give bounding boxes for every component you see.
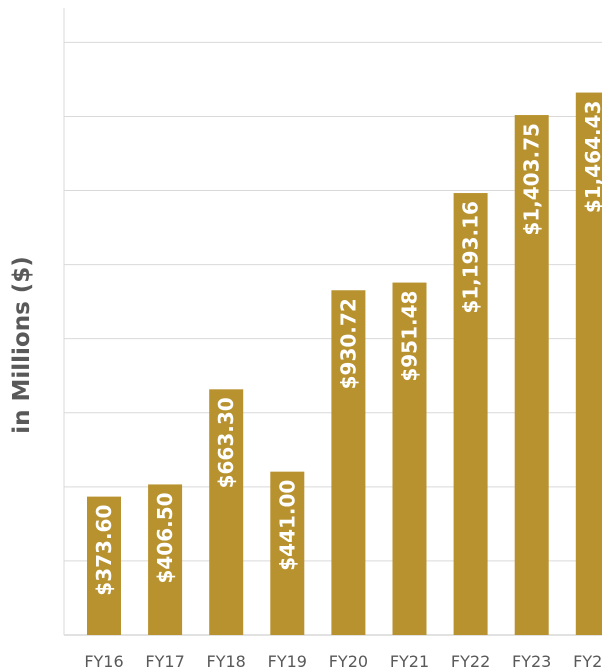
bar-value-label: $373.60 (92, 505, 116, 596)
bar-value-label: $441.00 (275, 480, 299, 571)
x-tick-label: FY19 (268, 652, 307, 670)
bar-fy21 (392, 282, 427, 635)
x-tick-label: FY16 (84, 652, 123, 670)
bars (87, 92, 602, 636)
x-tick-label: FY23 (512, 652, 551, 670)
x-tick-label: FY17 (145, 652, 184, 670)
bar-fy18 (209, 389, 244, 635)
bar-value-label: $930.72 (336, 298, 360, 389)
bar-value-label: $1,464.43 (581, 101, 602, 214)
x-tick-label: FY20 (329, 652, 368, 670)
y-axis-label: in Millions ($) (9, 256, 35, 434)
bar-value-labels: $373.60 $406.50 $663.30 $441.00 $930.72 $951.… (92, 101, 602, 596)
bar-fy23 (514, 115, 549, 635)
bar-fy22 (453, 193, 488, 636)
bar-fy19 (270, 471, 305, 635)
bar-fy20 (331, 290, 366, 635)
bar-fy17 (148, 484, 183, 635)
bar-value-label: $663.30 (214, 397, 238, 488)
x-tick-label: FY24 (573, 652, 602, 670)
bar-value-label: $1,193.16 (459, 201, 483, 314)
bar-fy16 (87, 496, 121, 635)
bar-value-label: $951.48 (398, 291, 422, 382)
x-tick-label: FY18 (207, 652, 246, 670)
x-tick-labels: FY16FY17FY18FY19FY20FY21FY22FY23FY241 (84, 652, 602, 670)
bar-value-label: $406.50 (153, 492, 177, 583)
bar-value-label: $1,403.75 (520, 123, 544, 236)
bar-fy24 (575, 92, 602, 635)
x-tick-label: FY22 (451, 652, 490, 670)
x-tick-label: FY21 (390, 652, 429, 670)
